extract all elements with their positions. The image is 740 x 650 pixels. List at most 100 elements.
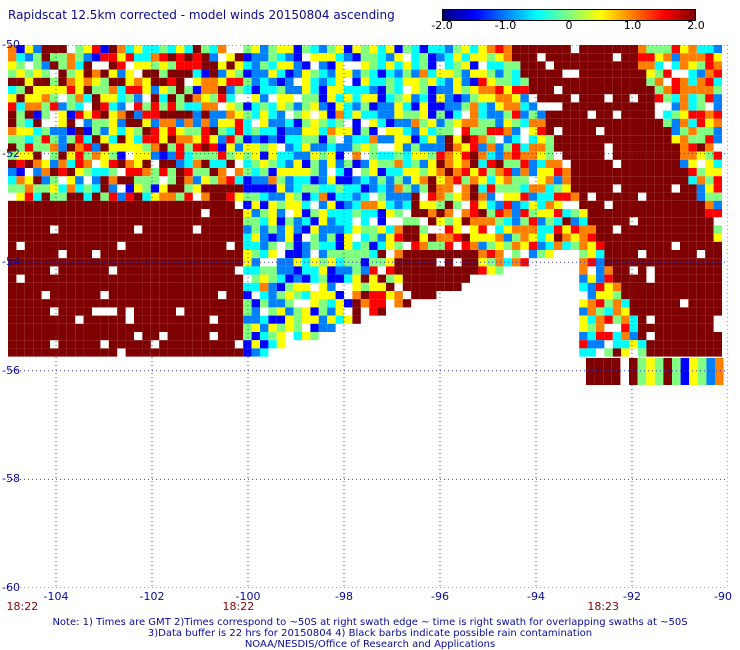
wind-cell (419, 110, 428, 119)
wind-cell (318, 143, 328, 152)
wind-cell (705, 225, 714, 234)
wind-cell (680, 209, 689, 218)
wind-cell (688, 282, 697, 291)
wind-cell (621, 291, 630, 300)
wind-cell (327, 299, 336, 308)
wind-cell (218, 61, 227, 70)
wind-cell (302, 69, 311, 78)
wind-cell (310, 151, 319, 160)
wind-cell (706, 358, 715, 385)
wind-cell (621, 86, 630, 95)
wind-cell (344, 209, 353, 218)
wind-cell (579, 200, 588, 209)
wind-cell (377, 209, 386, 218)
wind-cell (260, 110, 269, 119)
wind-cell (344, 102, 353, 111)
wind-cell (444, 282, 454, 291)
wind-cell (268, 209, 277, 218)
wind-cell (184, 315, 193, 324)
wind-cell (528, 233, 538, 242)
wind-cell (83, 110, 92, 119)
wind-cell (352, 151, 361, 160)
wind-cell (629, 291, 638, 300)
wind-cell (402, 266, 412, 275)
wind-cell (117, 307, 126, 316)
wind-cell (512, 102, 521, 111)
wind-cell (83, 61, 92, 70)
wind-cell (646, 282, 655, 291)
wind-cell (24, 102, 34, 111)
wind-cell (570, 241, 580, 250)
wind-cell (629, 102, 638, 111)
wind-cell (159, 53, 168, 62)
wind-cell (377, 53, 386, 62)
wind-cell (545, 217, 554, 226)
wind-cell (654, 282, 664, 291)
wind-cell (251, 282, 260, 291)
wind-cell (24, 127, 34, 136)
wind-cell (159, 151, 168, 160)
wind-cell (688, 209, 697, 218)
wind-cell (327, 176, 336, 185)
wind-cell (33, 61, 42, 70)
wind-cell (495, 159, 504, 168)
wind-cell (310, 143, 319, 152)
wind-cell (142, 53, 151, 62)
wind-cell (537, 151, 546, 160)
wind-cell (402, 176, 412, 185)
wind-cell (302, 217, 311, 226)
wind-cell (360, 69, 370, 78)
wind-cell (570, 127, 580, 136)
wind-cell (83, 118, 92, 127)
wind-cell (369, 184, 378, 193)
wind-cell (587, 217, 596, 226)
wind-cell (579, 258, 588, 267)
wind-cell (293, 274, 302, 283)
wind-cell (209, 184, 218, 193)
wind-cell (512, 233, 521, 242)
wind-cell (33, 159, 42, 168)
wind-cell (335, 127, 344, 136)
wind-cell (134, 53, 143, 62)
wind-cell (587, 241, 596, 250)
wind-cell (100, 332, 109, 341)
wind-cell (696, 241, 706, 250)
wind-cell (688, 159, 697, 168)
wind-cell (470, 168, 479, 177)
wind-cell (24, 209, 34, 218)
wind-cell (176, 250, 185, 259)
wind-cell (251, 127, 260, 136)
wind-cell (612, 299, 622, 308)
wind-cell (8, 176, 17, 185)
wind-cell (176, 135, 185, 144)
wind-cell (638, 110, 647, 119)
wind-cell (41, 241, 50, 250)
wind-cell (75, 323, 84, 332)
wind-cell (218, 110, 227, 119)
wind-cell (386, 184, 395, 193)
wind-cell (705, 274, 714, 283)
wind-cell (360, 209, 370, 218)
wind-cell (470, 184, 479, 193)
wind-cell (276, 168, 286, 177)
wind-cell (512, 151, 521, 160)
wind-cell (713, 102, 722, 111)
wind-cell (167, 225, 176, 234)
wind-cell (352, 143, 361, 152)
wind-cell (117, 53, 126, 62)
wind-cell (218, 151, 227, 160)
wind-cell (125, 209, 134, 218)
wind-cell (402, 192, 412, 201)
wind-cell (352, 225, 361, 234)
longitude-label: -98 (335, 590, 353, 603)
wind-cell (92, 332, 101, 341)
wind-cell (92, 69, 101, 78)
wind-cell (335, 143, 344, 152)
wind-cell (612, 315, 622, 324)
wind-cell (41, 348, 50, 357)
wind-cell (621, 184, 630, 193)
wind-cell (570, 86, 580, 95)
wind-cell (327, 225, 336, 234)
wind-cell (108, 53, 118, 62)
wind-cell (470, 86, 479, 95)
